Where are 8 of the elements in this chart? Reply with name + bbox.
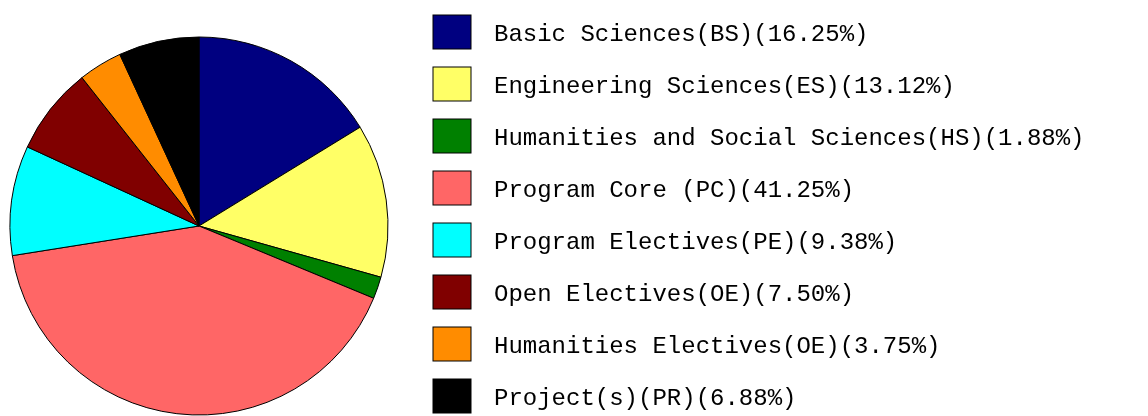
legend-label: Humanities and Social Sciences(HS)(1.88%) [494, 125, 1085, 152]
legend-label: Program Electives(PE)(9.38%) [494, 229, 898, 256]
legend-label: Program Core (PC)(41.25%) [494, 177, 855, 204]
legend-label: Engineering Sciences(ES)(13.12%) [494, 73, 955, 100]
legend-label: Project(s)(PR)(6.88%) [494, 385, 797, 412]
legend-label: Open Electives(OE)(7.50%) [494, 281, 855, 308]
legend-label: Humanities Electives(OE)(3.75%) [494, 333, 941, 360]
legend-label: Basic Sciences(BS)(16.25%) [494, 21, 869, 48]
